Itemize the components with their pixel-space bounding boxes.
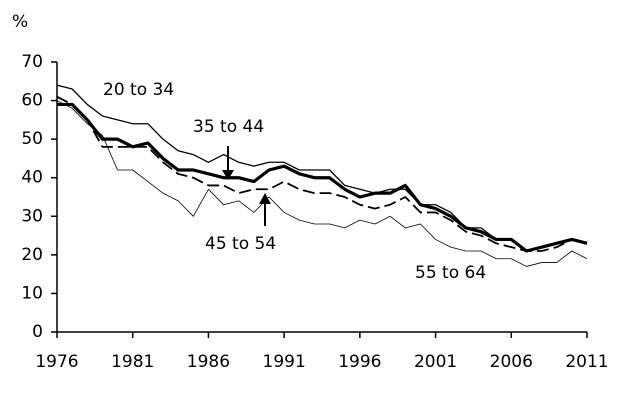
arrowhead [222, 170, 234, 180]
y-axis-label: % [12, 12, 28, 32]
x-tick-label: 2001 [414, 352, 457, 372]
y-tick-label: 50 [21, 129, 43, 149]
y-tick-label: 40 [21, 168, 43, 188]
line [57, 102, 588, 253]
y-tick-label: 60 [21, 91, 43, 111]
line [56, 100, 588, 267]
line [56, 84, 588, 252]
x-tick-label: 1981 [111, 352, 154, 372]
y-tick-label: 20 [21, 245, 43, 265]
y-tick-label: 70 [21, 52, 43, 72]
series-label: 55 to 64 [415, 263, 486, 283]
x-tick-label: 1976 [35, 352, 78, 372]
line [56, 95, 588, 252]
x-tick-label: 2011 [565, 352, 608, 372]
y-tick-label: 30 [21, 206, 43, 226]
x-tick-label: 1996 [338, 352, 381, 372]
x-tick-label: 1991 [263, 352, 306, 372]
series-label: 45 to 54 [205, 234, 276, 254]
series-label: 35 to 44 [193, 117, 264, 137]
x-tick-label: 1986 [187, 352, 230, 372]
y-tick-label: 0 [32, 322, 43, 342]
y-tick-label: 10 [21, 283, 43, 303]
x-tick-label: 2006 [490, 352, 533, 372]
arrowhead [259, 193, 271, 204]
series-label: 20 to 34 [103, 80, 174, 100]
